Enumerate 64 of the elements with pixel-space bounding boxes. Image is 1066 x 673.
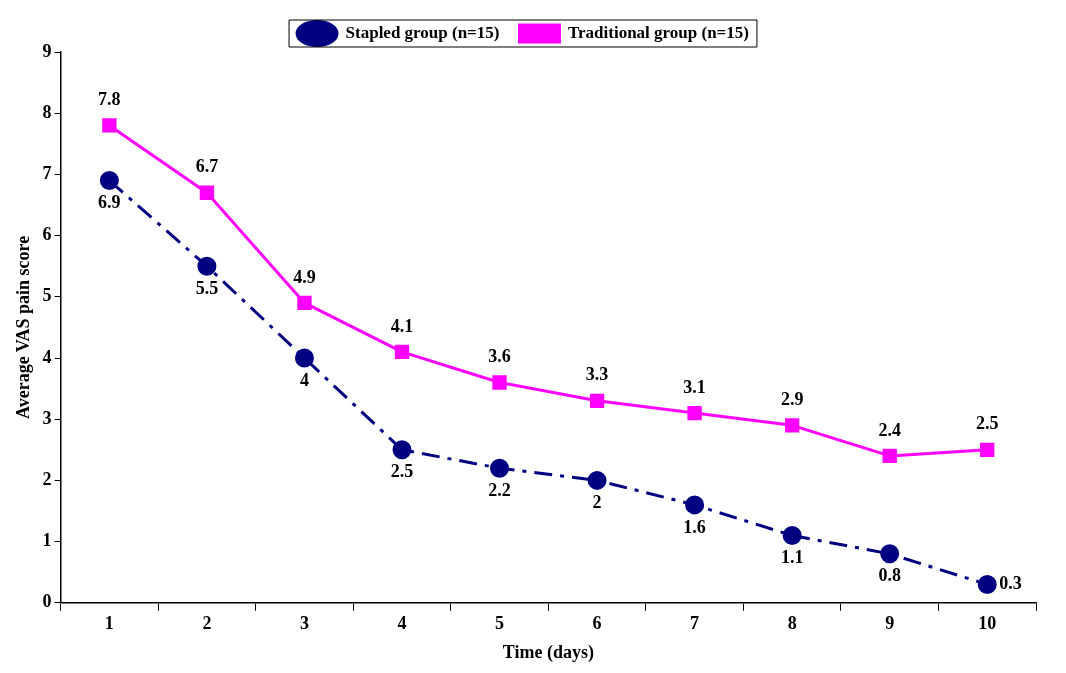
point: [99, 171, 119, 191]
data-label: 2: [592, 492, 602, 513]
point: [102, 118, 117, 133]
point: [880, 544, 900, 564]
data-label: 2.2: [488, 479, 511, 500]
y-tick-label: 7: [42, 163, 52, 184]
data-label: 3.3: [585, 364, 609, 385]
y-axis-title: Average VAS pain score: [13, 235, 34, 419]
point: [294, 348, 314, 368]
point: [977, 574, 997, 594]
x-tick-label: 5: [495, 613, 505, 634]
data-label: 6.9: [98, 192, 121, 213]
x-tick-label: 4: [397, 613, 407, 634]
y-tick-label: 3: [42, 407, 52, 428]
data-label: 7.8: [98, 89, 121, 110]
point: [199, 185, 215, 200]
data-label: 0.3: [999, 573, 1022, 594]
point: [392, 440, 412, 460]
point: [687, 405, 702, 421]
data-label: 3.6: [488, 346, 511, 367]
point: [394, 344, 410, 360]
point: [197, 256, 217, 276]
data-label: 1.6: [683, 516, 706, 537]
data-label: 6.7: [195, 156, 219, 177]
x-tick-label: 8: [787, 613, 797, 634]
data-label: 4: [299, 369, 309, 390]
point: [297, 295, 312, 311]
point: [589, 393, 605, 408]
x-tick-label: 3: [299, 613, 309, 634]
x-tick-label: 1: [104, 613, 114, 634]
y-tick-label: 4: [42, 346, 52, 367]
x-tick-label: 7: [690, 613, 700, 634]
point: [980, 442, 995, 457]
y-tick-label: 6: [42, 224, 52, 245]
data-label: 2.4: [878, 419, 901, 440]
data-label: 2.5: [390, 461, 414, 482]
y-tick-label: 1: [42, 530, 52, 551]
point: [492, 375, 507, 390]
data-label: 2.5: [975, 413, 999, 434]
data-label: 5.5: [195, 277, 219, 298]
data-label: 2.9: [780, 388, 804, 409]
y-tick-label: 9: [42, 40, 52, 61]
x-tick-label: 9: [885, 613, 895, 634]
point: [685, 495, 705, 515]
legend-label: Traditional group (n=15): [567, 22, 749, 42]
y-tick-label: 5: [42, 285, 52, 306]
x-tick-label: 10: [978, 613, 997, 634]
point: [882, 448, 897, 464]
point: [587, 470, 607, 490]
x-axis-title: Time (days): [502, 641, 594, 663]
data-label: 1.1: [780, 547, 804, 568]
data-label: 4.9: [293, 266, 316, 287]
data-label: 3.1: [683, 376, 706, 397]
point: [784, 418, 800, 433]
y-tick-label: 0: [42, 591, 52, 612]
y-tick-label: 8: [42, 101, 52, 122]
data-label: 0.8: [878, 565, 901, 586]
y-tick-label: 2: [42, 469, 52, 490]
point: [782, 525, 802, 545]
data-label: 4.1: [390, 315, 414, 336]
point: [490, 458, 510, 478]
legend-label: Stapled group (n=15): [345, 22, 500, 42]
x-tick-label: 2: [202, 613, 212, 634]
x-tick-label: 6: [592, 613, 602, 634]
